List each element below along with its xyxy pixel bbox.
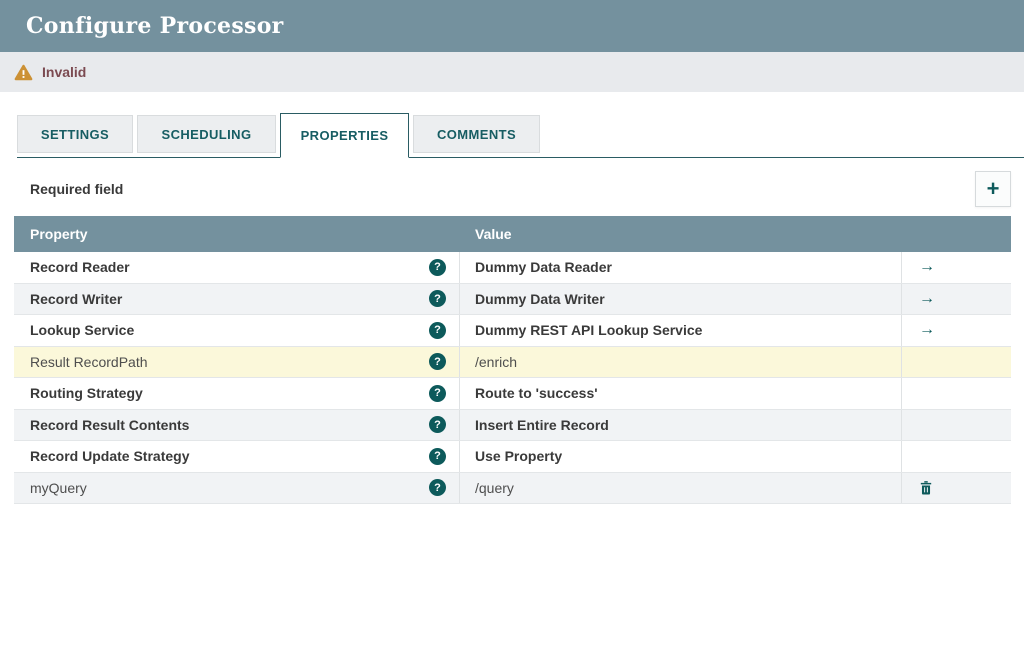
value-cell[interactable]: Dummy REST API Lookup Service [460, 315, 902, 346]
property-table-body: Record Reader?Dummy Data Reader→Record W… [14, 252, 1011, 504]
help-icon[interactable]: ? [429, 290, 446, 307]
action-cell: → [902, 252, 1011, 283]
property-name: Record Writer [30, 291, 122, 307]
tab-scheduling[interactable]: SCHEDULING [137, 115, 276, 153]
action-cell [902, 410, 1011, 441]
value-cell[interactable]: Dummy Data Writer [460, 284, 902, 315]
property-name: Record Reader [30, 259, 130, 275]
column-header-value: Value [460, 226, 902, 242]
help-icon[interactable]: ? [429, 416, 446, 433]
tab-comments[interactable]: COMMENTS [413, 115, 540, 153]
property-value: Route to 'success' [475, 385, 598, 401]
table-row[interactable]: Record Result Contents? Insert Entire Rec… [14, 410, 1011, 442]
go-to-service-icon[interactable]: → [919, 258, 935, 276]
property-cell: Record Reader? [14, 252, 460, 283]
property-table-header: Property Value [14, 216, 1011, 252]
help-icon[interactable]: ? [429, 479, 446, 496]
property-name: Lookup Service [30, 322, 134, 338]
table-row[interactable]: Record Reader? Dummy Data Reader → [14, 252, 1011, 284]
property-cell: Result RecordPath? [14, 347, 460, 378]
help-icon[interactable]: ? [429, 385, 446, 402]
value-cell[interactable]: /query [460, 473, 902, 504]
action-cell [902, 441, 1011, 472]
property-cell: Record Result Contents? [14, 410, 460, 441]
value-cell[interactable]: Dummy Data Reader [460, 252, 902, 283]
value-cell[interactable]: Use Property [460, 441, 902, 472]
property-value: Use Property [475, 448, 562, 464]
property-name: Record Update Strategy [30, 448, 189, 464]
property-value: /enrich [475, 354, 517, 370]
tab-label: SETTINGS [41, 127, 109, 142]
property-cell: Routing Strategy? [14, 378, 460, 409]
dialog-title: Configure Processor [26, 13, 284, 39]
property-value: Insert Entire Record [475, 417, 609, 433]
properties-toolbar: Required field + [14, 171, 1011, 207]
table-row[interactable]: Routing Strategy? Route to 'success' [14, 378, 1011, 410]
invalid-status-text: Invalid [42, 64, 86, 80]
property-value: Dummy Data Writer [475, 291, 605, 307]
help-icon[interactable]: ? [429, 448, 446, 465]
action-cell: → [902, 284, 1011, 315]
table-row[interactable]: myQuery? /query [14, 473, 1011, 505]
action-cell [902, 378, 1011, 409]
property-name: Routing Strategy [30, 385, 143, 401]
help-icon[interactable]: ? [429, 259, 446, 276]
tab-label: SCHEDULING [162, 127, 252, 142]
value-cell[interactable]: Route to 'success' [460, 378, 902, 409]
go-to-service-icon[interactable]: → [919, 321, 935, 339]
dialog-header: Configure Processor [0, 0, 1024, 52]
action-cell [902, 347, 1011, 378]
column-header-property: Property [14, 226, 460, 242]
property-cell: Record Update Strategy? [14, 441, 460, 472]
property-cell: myQuery? [14, 473, 460, 504]
action-cell [902, 473, 1011, 504]
help-icon[interactable]: ? [429, 353, 446, 370]
table-row[interactable]: Lookup Service? Dummy REST API Lookup Ser… [14, 315, 1011, 347]
help-icon[interactable]: ? [429, 322, 446, 339]
add-property-button[interactable]: + [975, 171, 1011, 207]
value-cell[interactable]: Insert Entire Record [460, 410, 902, 441]
property-value: /query [475, 480, 514, 496]
warning-icon [14, 64, 33, 81]
table-row[interactable]: Record Writer? Dummy Data Writer → [14, 284, 1011, 316]
required-field-label: Required field [30, 181, 123, 197]
property-cell: Lookup Service? [14, 315, 460, 346]
tab-label: PROPERTIES [301, 128, 389, 143]
property-value: Dummy REST API Lookup Service [475, 322, 702, 338]
plus-icon: + [987, 178, 1000, 200]
tab-bar: SETTINGS SCHEDULING PROPERTIES COMMENTS [17, 113, 1024, 158]
tab-label: COMMENTS [437, 127, 516, 142]
value-cell[interactable]: /enrich [460, 347, 902, 378]
action-cell: → [902, 315, 1011, 346]
tab-properties[interactable]: PROPERTIES [280, 113, 409, 158]
table-row[interactable]: Result RecordPath? /enrich [14, 347, 1011, 379]
property-cell: Record Writer? [14, 284, 460, 315]
tab-settings[interactable]: SETTINGS [17, 115, 133, 153]
property-name: Result RecordPath [30, 354, 148, 370]
property-name: myQuery [30, 480, 87, 496]
property-table: Property Value Record Reader? Dummy Data … [14, 216, 1011, 504]
validation-status-banner: Invalid [0, 52, 1024, 92]
table-row[interactable]: Record Update Strategy? Use Property [14, 441, 1011, 473]
property-value: Dummy Data Reader [475, 259, 612, 275]
delete-property-icon[interactable] [919, 480, 933, 495]
property-name: Record Result Contents [30, 417, 189, 433]
go-to-service-icon[interactable]: → [919, 290, 935, 308]
